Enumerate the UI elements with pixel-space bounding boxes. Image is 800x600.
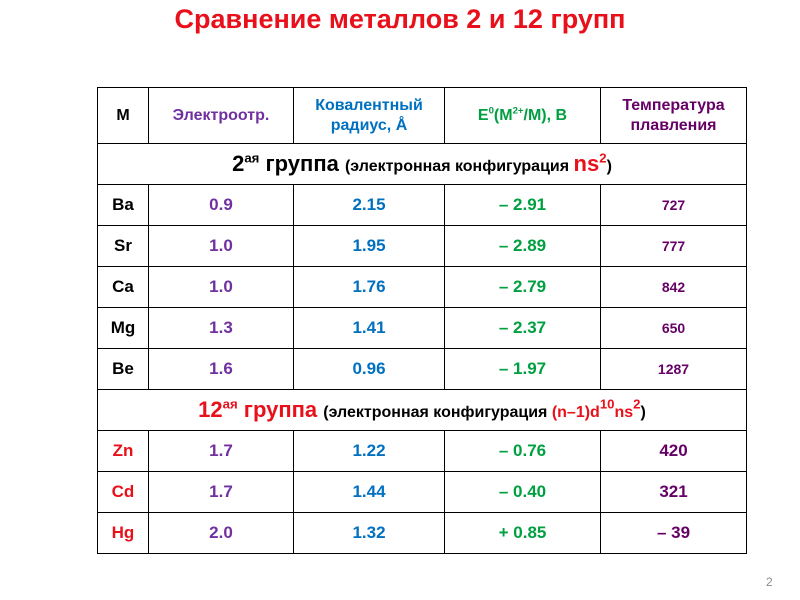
melting-point-cell: 420 [600,430,747,472]
group2-rows: Ba 0.9 2.15– 2.91 727 Sr 1.0 1.95– 2.89 777 Ca 1.… [97,184,747,390]
header-melting-point: Температура плавления [600,87,747,144]
radius-cell: 1.32 [293,512,445,554]
group2-config-label: (электронная конфигурация [344,158,574,175]
radius-cell: 1.76 [293,266,445,308]
metal-cell: Ca [97,266,149,308]
group12-word: группа [237,397,324,422]
group2-header-row: 2ая группа (электронная конфигурация ns2… [97,143,747,185]
header-metal: M [97,87,149,144]
table-row: Mg 1.3 1.41– 2.37 650 [97,307,747,349]
radius-cell: 1.44 [293,471,445,513]
metal-cell: Be [97,348,149,390]
metal-cell: Hg [97,512,149,554]
table-row: Cd 1.7 1.44– 0.40 321 [97,471,747,513]
electronegativity-cell: 1.7 [148,471,294,513]
group2-suffix: ая [244,150,260,166]
group12-config-b: ns [614,404,634,421]
metal-cell: Zn [97,430,149,472]
group12-number: 12 [198,397,223,422]
header-potential-charge: 2+ [512,105,524,117]
header-covalent-radius: Ковалентный радиус, Å [293,87,445,144]
melting-point-cell: 650 [600,307,747,349]
metal-cell: Ba [97,184,149,226]
table-row: Hg 2.0 1.32 + 0.85– 39 [97,512,747,554]
slide-number: 2 [766,575,773,589]
metal-cell: Cd [97,471,149,513]
header-electronegativity: Электроотр. [148,87,294,144]
table-row: Ca 1.0 1.76– 2.79 842 [97,266,747,308]
table-row: Be 1.6 0.96– 1.97 1287 [97,348,747,390]
melting-point-cell: 777 [600,225,747,267]
potential-cell: – 0.76 [444,430,601,472]
electronegativity-cell: 1.7 [148,430,294,472]
melting-point-cell: – 39 [600,512,747,554]
potential-cell: – 2.91 [444,184,601,226]
slide-title: Сравнение металлов 2 и 12 групп [174,4,626,34]
group12-rows: Zn 1.7 1.22– 0.76 420 Cd 1.7 1.44– 0.40 321 Hg 2.… [97,430,747,554]
melting-point-cell: 321 [600,471,747,513]
radius-cell: 1.22 [293,430,445,472]
group2-word: группа [259,151,345,176]
group2-number: 2 [232,151,245,176]
melting-point-cell: 1287 [600,348,747,390]
header-potential-e: E [477,106,489,124]
electronegativity-cell: 1.3 [148,307,294,349]
group12-config-label: (электронная конфигурация [323,404,552,421]
electronegativity-cell: 1.0 [148,266,294,308]
electronegativity-cell: 2.0 [148,512,294,554]
group2-header: 2ая группа (электронная конфигурация ns2… [97,143,747,185]
metals-comparison-table: M Электроотр. Ковалентный радиус, Å E0(M… [97,87,747,554]
radius-cell: 0.96 [293,348,445,390]
melting-point-cell: 842 [600,266,747,308]
group12-suffix: ая [222,396,238,412]
metal-cell: Mg [97,307,149,349]
group12-config-b-exp: 2 [633,396,641,412]
header-melting-line1: Температура [622,96,725,114]
header-potential-mid: (M [493,106,513,124]
table-row: Ba 0.9 2.15– 2.91 727 [97,184,747,226]
potential-cell: – 0.40 [444,471,601,513]
header-potential: E0(M2+/M), B [444,87,601,144]
group2-close: ) [606,158,612,175]
group2-config-ns: ns [573,151,600,176]
header-radius-line2: радиус, Å [330,116,408,134]
potential-cell: – 2.89 [444,225,601,267]
table-row: Zn 1.7 1.22– 0.76 420 [97,430,747,472]
potential-cell: – 1.97 [444,348,601,390]
header-radius-line1: Ковалентный [315,96,423,114]
group12-header: 12ая группа (электронная конфигурация (n… [97,389,747,431]
group12-config-a-exp: 10 [599,396,615,412]
electronegativity-cell: 1.0 [148,225,294,267]
group12-config-a: (n–1)d [551,404,600,421]
header-potential-tail: /M), B [523,106,568,124]
radius-cell: 1.41 [293,307,445,349]
group12-header-row: 12ая группа (электронная конфигурация (n… [97,389,747,431]
radius-cell: 2.15 [293,184,445,226]
table-row: Sr 1.0 1.95– 2.89 777 [97,225,747,267]
electronegativity-cell: 0.9 [148,184,294,226]
potential-cell: + 0.85 [444,512,601,554]
group12-close: ) [640,404,646,421]
electronegativity-cell: 1.6 [148,348,294,390]
header-row: M Электроотр. Ковалентный радиус, Å E0(M… [97,87,747,144]
header-melting-line2: плавления [630,116,717,134]
header-potential-sup: 0 [488,105,494,117]
radius-cell: 1.95 [293,225,445,267]
melting-point-cell: 727 [600,184,747,226]
potential-cell: – 2.37 [444,307,601,349]
potential-cell: – 2.79 [444,266,601,308]
metal-cell: Sr [97,225,149,267]
group2-config-exp: 2 [599,150,607,166]
